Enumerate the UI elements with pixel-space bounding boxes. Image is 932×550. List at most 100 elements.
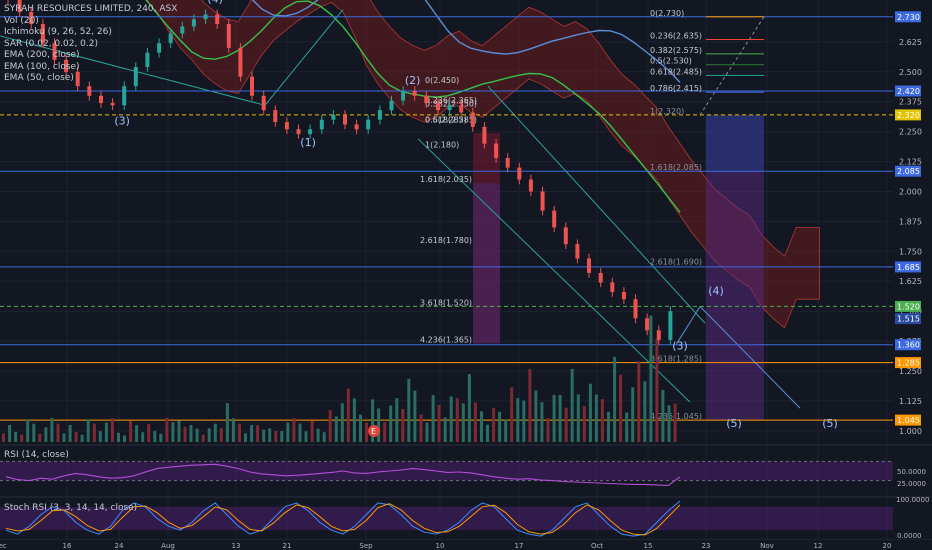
volume-bar [334,416,338,442]
chart-title[interactable]: SYRAH RESOURCES LIMITED, 240, ASX [4,4,178,14]
candle-body [40,24,45,44]
price-tick-label: 1.750 [899,247,922,256]
price-tag [895,85,921,97]
price-tag-label: 1.520 [897,302,920,311]
time-tick-label: 16 [63,542,72,550]
volume-bar [322,432,326,442]
price-tick-label: 1.125 [899,397,922,406]
time-tick-label: 13 [232,542,241,550]
volume-bar [26,419,30,442]
price-tick-label: 2.375 [899,98,922,107]
volume-bar [425,422,429,442]
price-tag-label: 1.045 [897,416,920,425]
volume-bar [371,399,375,442]
price-axis-bg [895,0,932,442]
candle-body [52,43,57,60]
price-tick-label: 2.125 [899,158,922,167]
volume-bar [625,412,629,442]
volume-bar [274,431,278,442]
volume-bar [352,398,356,442]
indicator-legend-ema50[interactable]: EMA (50, close) [4,73,74,83]
volume-bar [613,356,617,442]
volume-bar [280,431,284,442]
price-tag-label: 2.320 [897,111,920,120]
price-tick-label: 1.250 [899,367,922,376]
volume-bar [486,424,489,442]
fib-zone-purple [473,183,500,344]
candle-body [354,124,359,130]
rsi-pane-label[interactable]: RSI (14, close) [4,450,69,460]
volume-bar [449,396,453,442]
candle-body [447,105,452,111]
fib-extension-label: 1(2.180) [425,140,459,149]
price-tag-label: 1.285 [897,359,920,368]
time-tick-label: Dec [0,542,7,550]
price-tag [895,357,921,369]
volume-bar [401,408,405,442]
volume-bar [316,428,320,442]
candle-body [517,167,522,180]
price-tag-label: 1.685 [897,263,920,272]
stoch-d-line [5,503,681,536]
candle-body [122,86,127,106]
volume-bar [268,428,272,442]
candle-body [621,292,626,300]
indicator-legend-ichimoku[interactable]: Ichimoku (9, 26, 52, 26) [4,27,112,37]
candle-body [552,210,557,228]
time-tick-label: Oct [591,542,603,550]
fib-retracement-label: 0.786(2.415) [650,84,702,93]
earnings-marker [368,425,380,437]
stoch-rsi-pane-label[interactable]: Stoch RSI (3, 3, 14, 14, close) [4,503,138,513]
price-tag [895,300,921,312]
volume-bar [564,407,568,442]
volume-bar [38,433,42,442]
candle-body [99,95,103,103]
volume-bar [159,433,163,442]
time-tick-label: 17 [515,542,524,550]
candle-body [215,14,220,24]
price-tag [895,165,921,177]
volume-bar [576,394,580,442]
volume-bar [292,418,296,442]
volume-bar [346,388,350,442]
candle-body [110,102,115,106]
candle-body [331,114,336,120]
volume-bar [582,406,586,442]
time-tick-label: Nov [760,542,774,550]
volume-bar [141,432,145,442]
candle-body [261,95,266,111]
volume-bar [443,417,447,442]
candle-body [308,129,313,135]
volume-bar [44,427,48,442]
candle-body [505,158,510,168]
indicator-legend-vol[interactable]: Vol (20) [4,15,39,26]
indicator-legend-sar[interactable]: SAR (0.02, 0.02, 0.2) [4,38,99,49]
candle-body [87,86,92,96]
fib-retracement-label: 1(2.320) [650,107,684,116]
volume-bar [655,339,659,442]
stoch-tick-label: 100.0000 [896,496,929,504]
volume-bar [492,407,496,442]
volume-bar [607,411,610,442]
candle-body [203,14,208,20]
candle-body [133,67,138,87]
volume-bar [298,423,302,442]
elliott-wave-label: (1) [300,136,316,149]
volume-bar [649,315,653,442]
volume-bar [256,425,260,442]
indicator-legend-ema200[interactable]: EMA (200, close) [4,50,80,60]
fib-retracement-label: 0.382(2.575) [650,46,702,55]
volume-bar [498,411,502,442]
candle-body [494,143,499,158]
volume-bar [522,400,526,442]
price-tick-label: 1.000 [899,427,922,436]
indicator-legend-ema100[interactable]: EMA (100, close) [4,61,80,72]
trend-line [0,35,266,106]
elliott-wave-label: (4) [207,0,223,5]
candle-body [459,105,464,113]
candle-body [343,114,347,125]
fib-extension-label: 0.618(2.285) [425,115,477,124]
candle-body [64,59,69,72]
candle-body [238,47,243,77]
